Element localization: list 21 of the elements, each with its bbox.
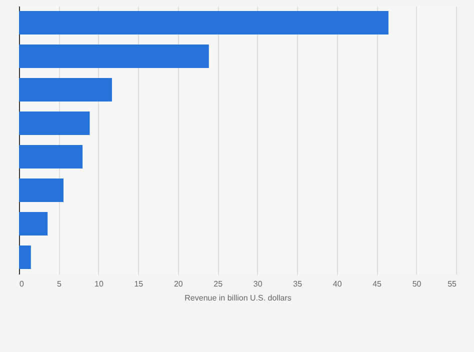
x-tick-label: 5 <box>57 280 62 288</box>
bar <box>19 44 209 68</box>
bar <box>19 212 48 236</box>
bar <box>19 145 83 168</box>
x-tick-label: 15 <box>134 280 144 288</box>
x-tick-label: 20 <box>174 280 184 288</box>
x-tick-label: 25 <box>214 280 224 288</box>
x-tick-label: 40 <box>332 280 342 288</box>
x-axis-title: Revenue in billion U.S. dollars <box>184 294 292 302</box>
bar <box>19 246 31 269</box>
bar <box>19 11 388 34</box>
x-tick-label: 50 <box>412 280 422 288</box>
x-tick-label: 45 <box>372 280 382 288</box>
x-tick-label: 30 <box>253 280 263 288</box>
x-tick-label: 0 <box>20 280 24 288</box>
x-tick-label: 35 <box>293 280 303 288</box>
bar <box>19 112 90 135</box>
bar <box>19 178 64 202</box>
x-tick-label: 10 <box>94 280 104 288</box>
x-tick-label: 55 <box>448 280 458 288</box>
bar <box>19 78 112 102</box>
